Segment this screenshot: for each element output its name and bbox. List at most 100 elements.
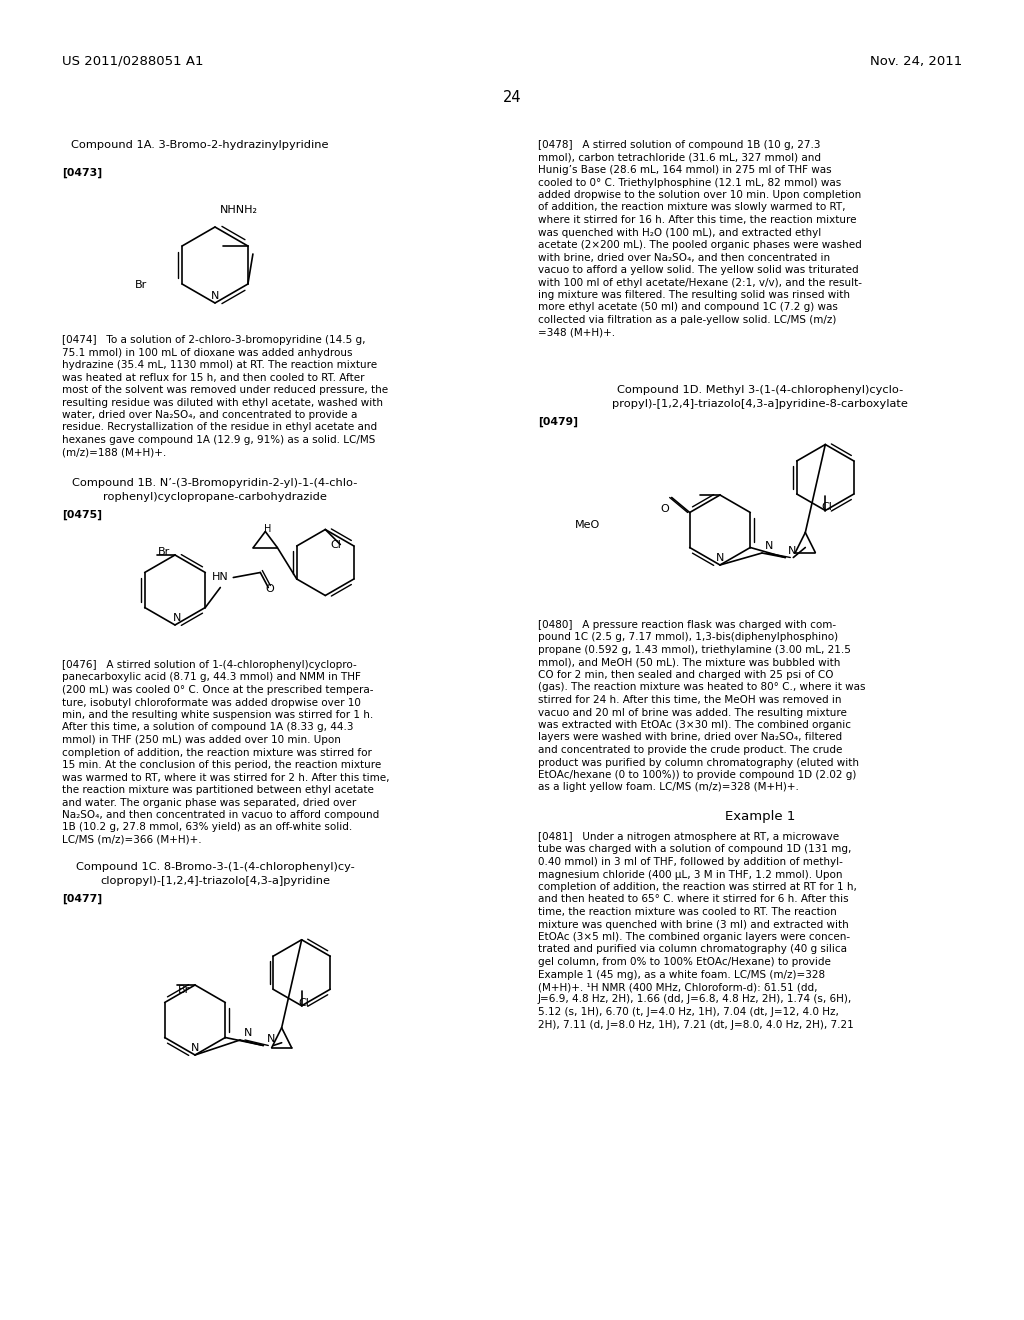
Text: (gas). The reaction mixture was heated to 80° C., where it was: (gas). The reaction mixture was heated t…: [538, 682, 865, 693]
Text: Na₂SO₄, and then concentrated in vacuo to afford compound: Na₂SO₄, and then concentrated in vacuo t…: [62, 810, 379, 820]
Text: more ethyl acetate (50 ml) and compound 1C (7.2 g) was: more ethyl acetate (50 ml) and compound …: [538, 302, 838, 313]
Text: rophenyl)cyclopropane-carbohydrazide: rophenyl)cyclopropane-carbohydrazide: [103, 492, 327, 502]
Text: 2H), 7.11 (d, J=8.0 Hz, 1H), 7.21 (dt, J=8.0, 4.0 Hz, 2H), 7.21: 2H), 7.11 (d, J=8.0 Hz, 1H), 7.21 (dt, J…: [538, 1019, 854, 1030]
Text: N: N: [716, 553, 724, 564]
Text: H: H: [263, 524, 271, 533]
Text: US 2011/0288051 A1: US 2011/0288051 A1: [62, 55, 204, 69]
Text: mmol) in THF (250 mL) was added over 10 min. Upon: mmol) in THF (250 mL) was added over 10 …: [62, 735, 341, 744]
Text: (m/z)=188 (M+H)+.: (m/z)=188 (M+H)+.: [62, 447, 166, 458]
Text: CO for 2 min, then sealed and charged with 25 psi of CO: CO for 2 min, then sealed and charged wi…: [538, 671, 834, 680]
Text: completion of addition, the reaction was stirred at RT for 1 h,: completion of addition, the reaction was…: [538, 882, 857, 892]
Text: [0476]   A stirred solution of 1-(4-chlorophenyl)cyclopro-: [0476] A stirred solution of 1-(4-chloro…: [62, 660, 356, 671]
Text: Hunig’s Base (28.6 mL, 164 mmol) in 275 ml of THF was: Hunig’s Base (28.6 mL, 164 mmol) in 275 …: [538, 165, 831, 176]
Text: Compound 1C. 8-Bromo-3-(1-(4-chlorophenyl)cy-: Compound 1C. 8-Bromo-3-(1-(4-chloropheny…: [76, 862, 354, 873]
Text: N: N: [788, 545, 797, 556]
Text: mmol), and MeOH (50 mL). The mixture was bubbled with: mmol), and MeOH (50 mL). The mixture was…: [538, 657, 841, 668]
Text: 15 min. At the conclusion of this period, the reaction mixture: 15 min. At the conclusion of this period…: [62, 760, 381, 770]
Text: completion of addition, the reaction mixture was stirred for: completion of addition, the reaction mix…: [62, 747, 372, 758]
Text: J=6.9, 4.8 Hz, 2H), 1.66 (dd, J=6.8, 4.8 Hz, 2H), 1.74 (s, 6H),: J=6.9, 4.8 Hz, 2H), 1.66 (dd, J=6.8, 4.8…: [538, 994, 852, 1005]
Text: 75.1 mmol) in 100 mL of dioxane was added anhydrous: 75.1 mmol) in 100 mL of dioxane was adde…: [62, 347, 352, 358]
Text: Cl: Cl: [331, 540, 341, 549]
Text: [0473]: [0473]: [62, 168, 102, 178]
Text: Br: Br: [135, 280, 147, 290]
Text: NHNH₂: NHNH₂: [220, 205, 258, 215]
Text: vacuo and 20 ml of brine was added. The resulting mixture: vacuo and 20 ml of brine was added. The …: [538, 708, 847, 718]
Text: [0479]: [0479]: [538, 417, 578, 428]
Text: the reaction mixture was partitioned between ethyl acetate: the reaction mixture was partitioned bet…: [62, 785, 374, 795]
Text: with brine, dried over Na₂SO₄, and then concentrated in: with brine, dried over Na₂SO₄, and then …: [538, 252, 830, 263]
Text: N: N: [765, 541, 773, 550]
Text: (M+H)+. ¹H NMR (400 MHz, Chloroform-d): δ1.51 (dd,: (M+H)+. ¹H NMR (400 MHz, Chloroform-d): …: [538, 982, 817, 993]
Text: and water. The organic phase was separated, dried over: and water. The organic phase was separat…: [62, 797, 356, 808]
Text: pound 1C (2.5 g, 7.17 mmol), 1,3-bis(diphenylphosphino): pound 1C (2.5 g, 7.17 mmol), 1,3-bis(dip…: [538, 632, 838, 643]
Text: 0.40 mmol) in 3 ml of THF, followed by addition of methyl-: 0.40 mmol) in 3 ml of THF, followed by a…: [538, 857, 843, 867]
Text: [0480]   A pressure reaction flask was charged with com-: [0480] A pressure reaction flask was cha…: [538, 620, 837, 630]
Text: Br: Br: [178, 985, 190, 995]
Text: was warmed to RT, where it was stirred for 2 h. After this time,: was warmed to RT, where it was stirred f…: [62, 772, 389, 783]
Text: N: N: [211, 290, 219, 301]
Text: mmol), carbon tetrachloride (31.6 mL, 327 mmol) and: mmol), carbon tetrachloride (31.6 mL, 32…: [538, 153, 821, 162]
Text: and concentrated to provide the crude product. The crude: and concentrated to provide the crude pr…: [538, 744, 843, 755]
Text: mixture was quenched with brine (3 ml) and extracted with: mixture was quenched with brine (3 ml) a…: [538, 920, 849, 929]
Text: Compound 1B. N’-(3-Bromopyridin-2-yl)-1-(4-chlo-: Compound 1B. N’-(3-Bromopyridin-2-yl)-1-…: [73, 478, 357, 488]
Text: clopropyl)-[1,2,4]-triazolo[4,3-a]pyridine: clopropyl)-[1,2,4]-triazolo[4,3-a]pyridi…: [100, 876, 330, 886]
Text: trated and purified via column chromatography (40 g silica: trated and purified via column chromatog…: [538, 945, 847, 954]
Text: EtOAc (3×5 ml). The combined organic layers were concen-: EtOAc (3×5 ml). The combined organic lay…: [538, 932, 850, 942]
Text: acetate (2×200 mL). The pooled organic phases were washed: acetate (2×200 mL). The pooled organic p…: [538, 240, 862, 249]
Text: Example 1: Example 1: [725, 810, 796, 822]
Text: collected via filtration as a pale-yellow solid. LC/MS (m/z): collected via filtration as a pale-yello…: [538, 315, 837, 325]
Text: [0477]: [0477]: [62, 894, 102, 904]
Text: most of the solvent was removed under reduced pressure, the: most of the solvent was removed under re…: [62, 385, 388, 395]
Text: [0481]   Under a nitrogen atmosphere at RT, a microwave: [0481] Under a nitrogen atmosphere at RT…: [538, 832, 839, 842]
Text: panecarboxylic acid (8.71 g, 44.3 mmol) and NMM in THF: panecarboxylic acid (8.71 g, 44.3 mmol) …: [62, 672, 360, 682]
Text: added dropwise to the solution over 10 min. Upon completion: added dropwise to the solution over 10 m…: [538, 190, 861, 201]
Text: [0474]   To a solution of 2-chloro-3-bromopyridine (14.5 g,: [0474] To a solution of 2-chloro-3-bromo…: [62, 335, 366, 345]
Text: 24: 24: [503, 90, 521, 106]
Text: product was purified by column chromatography (eluted with: product was purified by column chromatog…: [538, 758, 859, 767]
Text: resulting residue was diluted with ethyl acetate, washed with: resulting residue was diluted with ethyl…: [62, 397, 383, 408]
Text: Example 1 (45 mg), as a white foam. LC/MS (m/z)=328: Example 1 (45 mg), as a white foam. LC/M…: [538, 969, 825, 979]
Text: [0475]: [0475]: [62, 510, 102, 520]
Text: with 100 ml of ethyl acetate/Hexane (2:1, v/v), and the result-: with 100 ml of ethyl acetate/Hexane (2:1…: [538, 277, 862, 288]
Text: of addition, the reaction mixture was slowly warmed to RT,: of addition, the reaction mixture was sl…: [538, 202, 846, 213]
Text: min, and the resulting white suspension was stirred for 1 h.: min, and the resulting white suspension …: [62, 710, 374, 719]
Text: Compound 1D. Methyl 3-(1-(4-chlorophenyl)cyclo-: Compound 1D. Methyl 3-(1-(4-chlorophenyl…: [616, 385, 903, 395]
Text: cooled to 0° C. Triethylphosphine (12.1 mL, 82 mmol) was: cooled to 0° C. Triethylphosphine (12.1 …: [538, 177, 842, 187]
Text: N: N: [267, 1034, 275, 1044]
Text: LC/MS (m/z)=366 (M+H)+.: LC/MS (m/z)=366 (M+H)+.: [62, 836, 202, 845]
Text: hydrazine (35.4 mL, 1130 mmol) at RT. The reaction mixture: hydrazine (35.4 mL, 1130 mmol) at RT. Th…: [62, 360, 377, 370]
Text: propane (0.592 g, 1.43 mmol), triethylamine (3.00 mL, 21.5: propane (0.592 g, 1.43 mmol), triethylam…: [538, 645, 851, 655]
Text: N: N: [190, 1043, 200, 1053]
Text: and then heated to 65° C. where it stirred for 6 h. After this: and then heated to 65° C. where it stirr…: [538, 895, 849, 904]
Text: (200 mL) was cooled 0° C. Once at the prescribed tempera-: (200 mL) was cooled 0° C. Once at the pr…: [62, 685, 374, 696]
Text: =348 (M+H)+.: =348 (M+H)+.: [538, 327, 615, 338]
Text: was quenched with H₂O (100 mL), and extracted ethyl: was quenched with H₂O (100 mL), and extr…: [538, 227, 821, 238]
Text: Nov. 24, 2011: Nov. 24, 2011: [869, 55, 962, 69]
Text: water, dried over Na₂SO₄, and concentrated to provide a: water, dried over Na₂SO₄, and concentrat…: [62, 411, 357, 420]
Text: After this time, a solution of compound 1A (8.33 g, 44.3: After this time, a solution of compound …: [62, 722, 353, 733]
Text: ture, isobutyl chloroformate was added dropwise over 10: ture, isobutyl chloroformate was added d…: [62, 697, 360, 708]
Text: EtOAc/hexane (0 to 100%)) to provide compound 1D (2.02 g): EtOAc/hexane (0 to 100%)) to provide com…: [538, 770, 856, 780]
Text: as a light yellow foam. LC/MS (m/z)=328 (M+H)+.: as a light yellow foam. LC/MS (m/z)=328 …: [538, 783, 799, 792]
Text: residue. Recrystallization of the residue in ethyl acetate and: residue. Recrystallization of the residu…: [62, 422, 377, 433]
Text: Br: Br: [158, 546, 170, 557]
Text: was extracted with EtOAc (3×30 ml). The combined organic: was extracted with EtOAc (3×30 ml). The …: [538, 719, 851, 730]
Text: was heated at reflux for 15 h, and then cooled to RT. After: was heated at reflux for 15 h, and then …: [62, 372, 365, 383]
Text: ing mixture was filtered. The resulting solid was rinsed with: ing mixture was filtered. The resulting …: [538, 290, 850, 300]
Text: propyl)-[1,2,4]-triazolo[4,3-a]pyridine-8-carboxylate: propyl)-[1,2,4]-triazolo[4,3-a]pyridine-…: [612, 399, 908, 409]
Text: vacuo to afford a yellow solid. The yellow solid was triturated: vacuo to afford a yellow solid. The yell…: [538, 265, 859, 275]
Text: Compound 1A. 3-Bromo-2-hydrazinylpyridine: Compound 1A. 3-Bromo-2-hydrazinylpyridin…: [72, 140, 329, 150]
Text: N: N: [244, 1028, 252, 1038]
Text: where it stirred for 16 h. After this time, the reaction mixture: where it stirred for 16 h. After this ti…: [538, 215, 856, 224]
Text: tube was charged with a solution of compound 1D (131 mg,: tube was charged with a solution of comp…: [538, 845, 851, 854]
Text: MeO: MeO: [574, 520, 600, 531]
Text: layers were washed with brine, dried over Na₂SO₄, filtered: layers were washed with brine, dried ove…: [538, 733, 842, 742]
Text: HN: HN: [212, 573, 228, 582]
Text: [0478]   A stirred solution of compound 1B (10 g, 27.3: [0478] A stirred solution of compound 1B…: [538, 140, 820, 150]
Text: gel column, from 0% to 100% EtOAc/Hexane) to provide: gel column, from 0% to 100% EtOAc/Hexane…: [538, 957, 830, 968]
Text: time, the reaction mixture was cooled to RT. The reaction: time, the reaction mixture was cooled to…: [538, 907, 837, 917]
Text: Cl: Cl: [298, 998, 309, 1007]
Text: O: O: [265, 585, 274, 594]
Text: magnesium chloride (400 μL, 3 M in THF, 1.2 mmol). Upon: magnesium chloride (400 μL, 3 M in THF, …: [538, 870, 843, 879]
Text: 5.12 (s, 1H), 6.70 (t, J=4.0 Hz, 1H), 7.04 (dt, J=12, 4.0 Hz,: 5.12 (s, 1H), 6.70 (t, J=4.0 Hz, 1H), 7.…: [538, 1007, 839, 1016]
